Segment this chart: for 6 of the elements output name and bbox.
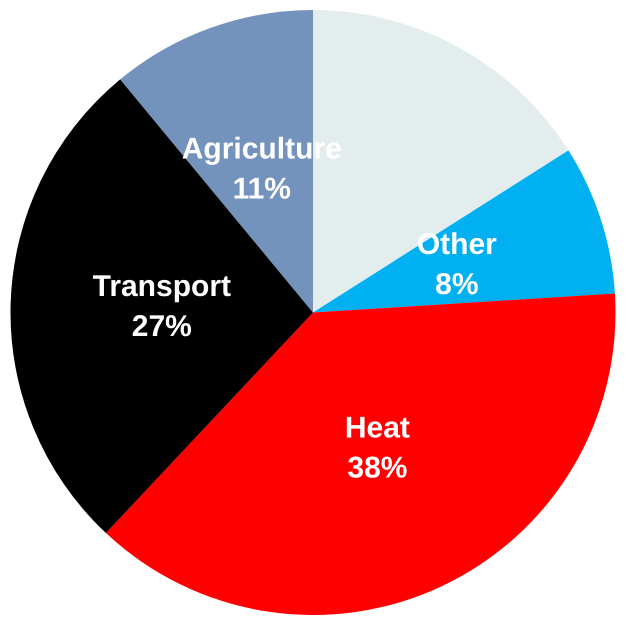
data-label: 8% (435, 268, 479, 302)
data-label: 27% (132, 310, 192, 344)
data-label: 11% (232, 172, 291, 206)
slice-label: Transport (92, 270, 232, 304)
data-label: 38% (347, 452, 408, 485)
slice-label: Heat (344, 412, 410, 445)
